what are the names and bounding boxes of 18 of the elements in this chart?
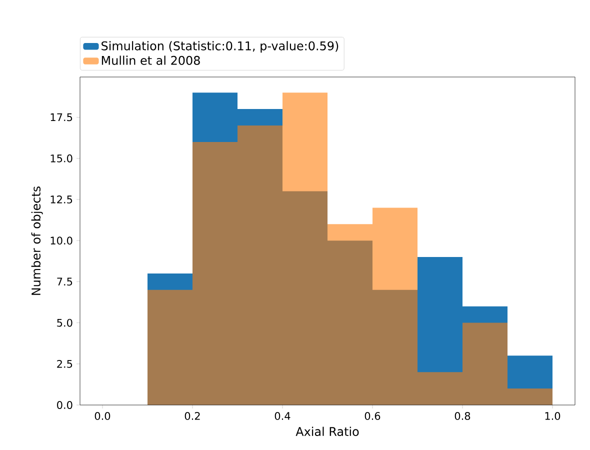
x-tick-label: 0.8 — [454, 412, 470, 420]
x-tick-label: 0.6 — [364, 412, 380, 420]
x-tick-label: 0.2 — [184, 412, 200, 420]
y-tick-label: 5.0 — [57, 318, 72, 327]
legend-label: Simulation (Statistic:0.11, p-value:0.59) — [102, 41, 338, 53]
x-tick-label: 0.4 — [274, 412, 290, 420]
y-tick-label: 7.5 — [57, 278, 72, 286]
y-tick-label: 15.0 — [50, 154, 72, 162]
x-axis-title: Axial Ratio — [296, 426, 359, 436]
y-tick-label: 0.0 — [57, 401, 72, 409]
y-tick-label: 12.5 — [50, 196, 72, 204]
y-tick-label: 2.5 — [57, 360, 72, 368]
y-axis-title: Number of objects — [31, 186, 43, 295]
x-tick-label: 0.0 — [94, 412, 110, 420]
y-tick-label: 10.0 — [50, 236, 72, 245]
y-tick-label: 17.5 — [50, 113, 72, 122]
legend-label: Mullin et al 2008 — [102, 56, 200, 65]
x-tick-label: 1.0 — [545, 412, 560, 420]
